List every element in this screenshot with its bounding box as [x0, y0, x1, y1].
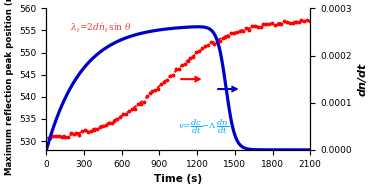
Y-axis label: Maximum reflection peak position (nm): Maximum reflection peak position (nm): [5, 0, 14, 175]
Text: $v\!=\!\dfrac{dc}{dt}\!-\!\Lambda\,\dfrac{dn}{dt}$: $v\!=\!\dfrac{dc}{dt}\!-\!\Lambda\,\dfra…: [178, 117, 230, 136]
Text: $\lambda_t\!=\!2d\'n_t\,\sin\,\theta$: $\lambda_t\!=\!2d\'n_t\,\sin\,\theta$: [70, 21, 132, 35]
X-axis label: Time (s): Time (s): [154, 174, 202, 184]
Y-axis label: dn/dt: dn/dt: [357, 62, 367, 96]
